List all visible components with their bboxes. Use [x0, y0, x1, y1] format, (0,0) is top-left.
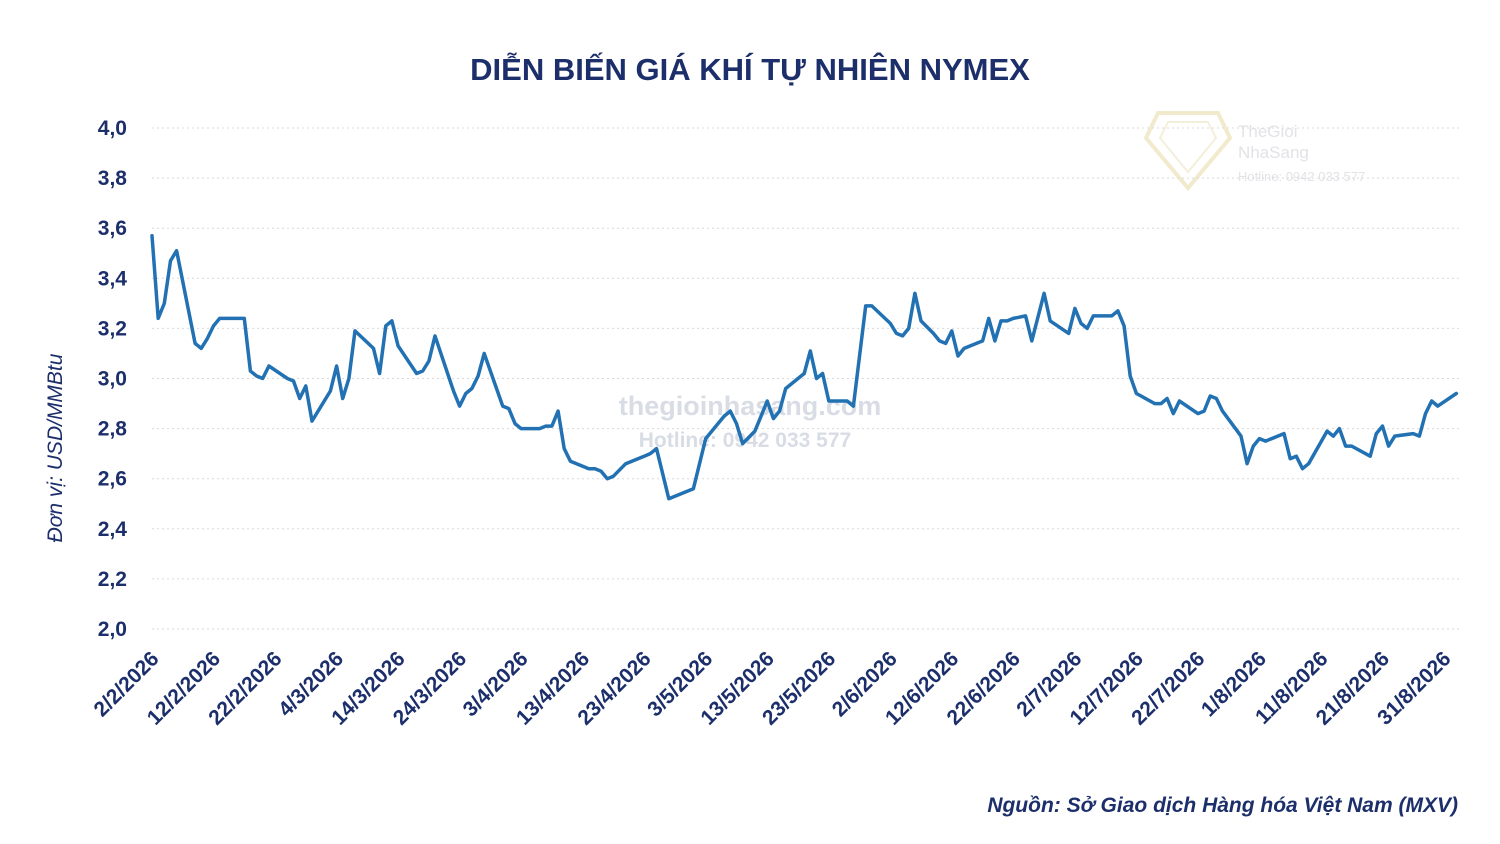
- y-tick-label: 2,2: [98, 568, 127, 591]
- y-tick-label: 3,0: [98, 368, 127, 391]
- series-line: [150, 233, 1459, 501]
- diamond-icon: [1143, 111, 1233, 192]
- watermark-brand-line2: NhaSang: [1238, 143, 1309, 162]
- y-tick-label: 2,8: [98, 418, 128, 441]
- watermark-logo: TheGioi NhaSang Hotline: 0942 033 577: [1143, 111, 1365, 192]
- y-tick-label: 2,6: [98, 468, 127, 491]
- y-tick-label: 3,8: [98, 167, 128, 190]
- y-tick-label: 3,6: [98, 217, 127, 240]
- watermark-center: thegioinhasang.com Hotline: 0942 033 577: [619, 391, 882, 452]
- y-axis-ticks: 2,0 2,2 2,4 2,6 2,8 3,0 3,2 3,4 3,6 3,8 4,0: [98, 117, 128, 641]
- watermark-brand-line1: TheGioi: [1238, 122, 1298, 141]
- chart-title: DIỄN BIẾN GIÁ KHÍ TỰ NHIÊN NYMEX: [470, 51, 1030, 87]
- y-tick-label: 3,2: [98, 317, 127, 340]
- grid: [152, 127, 1462, 630]
- source-note: Nguồn: Sở Giao dịch Hàng hóa Việt Nam (M…: [987, 794, 1458, 817]
- y-axis-label: Đơn vị: USD/MMBtu: [44, 353, 67, 542]
- y-tick-label: 3,4: [98, 267, 128, 290]
- x-axis-ticks: 2/2/202612/2/202622/2/20264/3/202614/3/2…: [89, 647, 1455, 729]
- watermark-hotline-small: Hotline: 0942 033 577: [1238, 169, 1365, 184]
- y-tick-label: 2,0: [98, 618, 127, 641]
- y-tick-label: 2,4: [98, 518, 128, 541]
- watermark-site: thegioinhasang.com: [619, 391, 882, 421]
- y-tick-label: 4,0: [98, 117, 127, 140]
